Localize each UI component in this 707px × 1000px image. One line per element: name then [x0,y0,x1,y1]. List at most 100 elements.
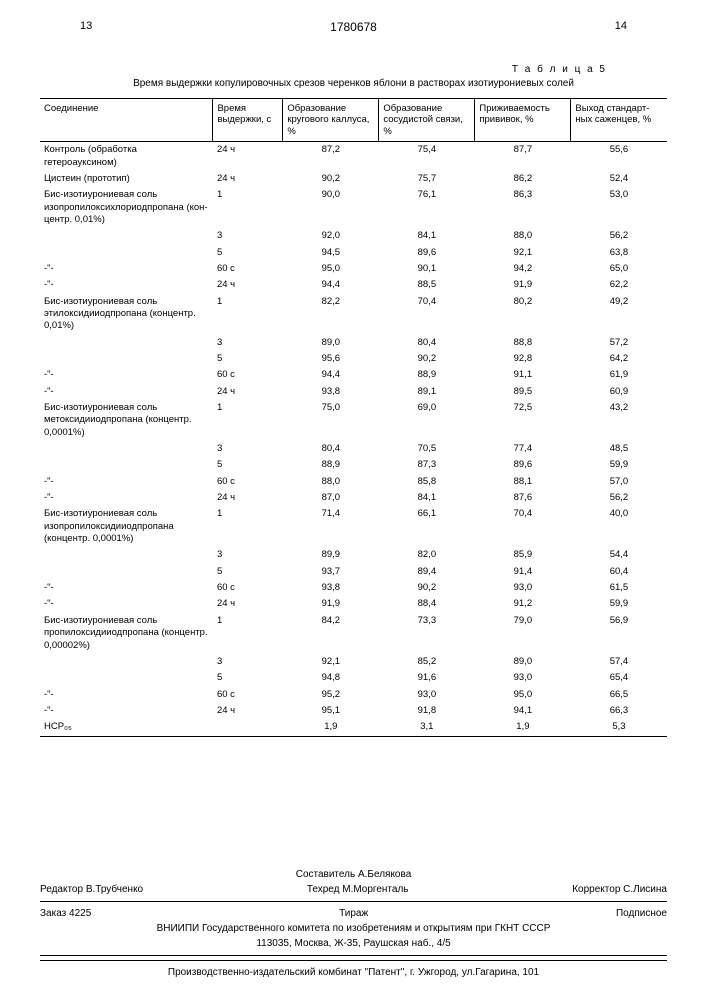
table-row: 380,470,577,448,5 [40,441,667,457]
table-cell: 92,8 [475,351,571,367]
col-header: Образование сосудистой связи, % [379,99,475,142]
table-cell: 88,0 [475,228,571,244]
table-cell: 3 [213,547,283,563]
table-cell: 92,1 [283,654,379,670]
table-cell: 57,2 [571,335,667,351]
table-cell: 59,9 [571,457,667,473]
table-cell: 24 ч [213,490,283,506]
table-cell: 1,9 [475,719,571,736]
table-cell: 75,4 [379,142,475,171]
table-cell: Бис-изотиурониевая соль метоксидииод­про… [40,400,213,441]
page-header: 13 1780678 14 [40,20,667,34]
table-cell: 56,2 [571,228,667,244]
table-row: 593,789,491,460,4 [40,564,667,580]
table-cell: 60 с [213,580,283,596]
table-cell: 1,9 [283,719,379,736]
table-cell: 92,0 [283,228,379,244]
footer: Составитель А.Белякова Редактор В.Трубче… [40,867,667,980]
table-row: -"-24 ч94,488,591,962,2 [40,277,667,293]
table-cell: 82,2 [283,294,379,335]
compiler: Составитель А.Белякова [40,867,667,882]
table-cell: 94,1 [475,703,571,719]
table-row: 588,987,389,659,9 [40,457,667,473]
table-cell: 3,1 [379,719,475,736]
table-cell: 93,0 [475,670,571,686]
table-cell: 24 ч [213,171,283,187]
table-cell: -"- [40,474,213,490]
table-cell: -"- [40,277,213,293]
table-cell: 64,2 [571,351,667,367]
table-cell: 88,4 [379,596,475,612]
table-row: 594,589,692,163,8 [40,245,667,261]
table-cell: 85,8 [379,474,475,490]
table-row: -"-24 ч91,988,491,259,9 [40,596,667,612]
data-table: Соединение Время выдерж­ки, с Образовани… [40,98,667,737]
table-cell [40,654,213,670]
table-cell: 60 с [213,367,283,383]
table-cell: 66,1 [379,506,475,547]
table-cell: 89,1 [379,384,475,400]
table-cell: 91,8 [379,703,475,719]
table-cell: 77,4 [475,441,571,457]
table-cell: 24 ч [213,596,283,612]
table-cell: 94,8 [283,670,379,686]
table-cell [40,351,213,367]
table-cell: 3 [213,441,283,457]
table-row: -"-60 с93,890,293,061,5 [40,580,667,596]
table-cell: -"- [40,596,213,612]
table-cell: 55,6 [571,142,667,171]
table-cell: 70,4 [475,506,571,547]
table-row: Бис-изотиурониевая соль пропилоксидииод­… [40,613,667,654]
address: 113035, Москва, Ж-35, Раушская наб., 4/5 [40,936,667,951]
table-cell: 43,2 [571,400,667,441]
col-header: Приживае­мость при­вивок, % [475,99,571,142]
table-cell: 5 [213,351,283,367]
table-row: Контроль (обработка гетероауксином)24 ч8… [40,142,667,171]
table-cell [40,441,213,457]
table-cell: 53,0 [571,187,667,228]
table-cell: -"- [40,703,213,719]
table-cell: 80,4 [379,335,475,351]
table-cell: 3 [213,228,283,244]
table-cell: Бис-изотиурониевая соль изопропилоксиди­… [40,506,213,547]
table-cell: 75,0 [283,400,379,441]
table-row: Цистеин (прототип)24 ч90,275,786,252,4 [40,171,667,187]
doc-number: 1780678 [330,20,377,34]
table-cell: 91,9 [283,596,379,612]
table-cell: 1 [213,294,283,335]
col-header: Выход стандарт­ных сажен­цев, % [571,99,667,142]
table-cell: 94,4 [283,367,379,383]
table-cell: 94,2 [475,261,571,277]
table-cell: 90,2 [379,580,475,596]
table-cell: 85,9 [475,547,571,563]
table-cell: 79,0 [475,613,571,654]
table-cell: 94,4 [283,277,379,293]
table-row: 392,084,188,056,2 [40,228,667,244]
table-cell: -"- [40,384,213,400]
table-cell: 5,3 [571,719,667,736]
table-cell: 66,5 [571,687,667,703]
table-cell: 24 ч [213,384,283,400]
table-cell: 93,0 [475,580,571,596]
table-cell: 87,7 [475,142,571,171]
table-cell: 1 [213,400,283,441]
table-cell: 90,2 [379,351,475,367]
table-cell: 87,6 [475,490,571,506]
table-row: Бис-изотиурониевая соль изопропилокси­хл… [40,187,667,228]
table-cell: 89,0 [283,335,379,351]
table-row: -"-60 с88,085,888,157,0 [40,474,667,490]
table-cell: 70,5 [379,441,475,457]
table-cell: 54,4 [571,547,667,563]
col-header: Образование кругового каллуса, % [283,99,379,142]
table-cell: 91,9 [475,277,571,293]
table-cell: 89,0 [475,654,571,670]
table-cell: 88,5 [379,277,475,293]
table-cell: 57,0 [571,474,667,490]
table-cell: 76,1 [379,187,475,228]
table-cell: 91,1 [475,367,571,383]
table-cell: 60 с [213,687,283,703]
table-cell [40,564,213,580]
table-header-row: Соединение Время выдерж­ки, с Образовани… [40,99,667,142]
table-cell: 71,4 [283,506,379,547]
table-cell: 24 ч [213,703,283,719]
